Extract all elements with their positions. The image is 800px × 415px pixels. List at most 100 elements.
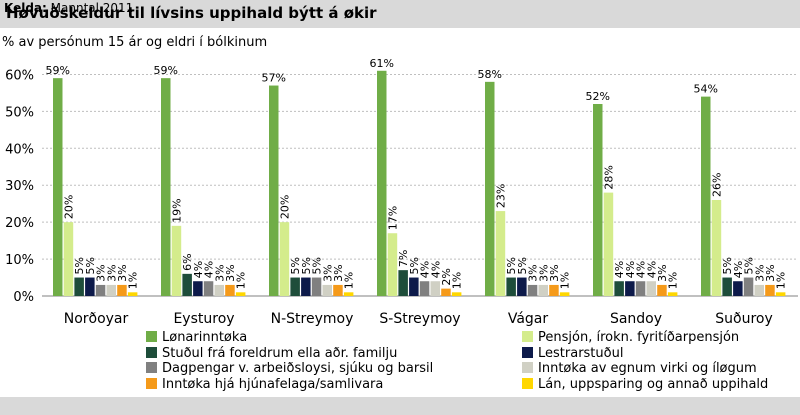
bar — [203, 281, 214, 296]
bar-chart: 0%10%20%30%40%50%60% 59%20%5%5%3%3%3%1%No… — [5, 57, 798, 327]
bar — [409, 277, 419, 296]
data-label: 20% — [62, 195, 75, 219]
data-label: 59% — [154, 64, 178, 77]
data-label: 5% — [505, 257, 518, 274]
data-label: 4% — [429, 261, 442, 278]
bar — [106, 284, 116, 296]
bar — [485, 81, 495, 296]
source-bar — [0, 397, 800, 415]
bar — [646, 281, 656, 296]
bar — [538, 284, 548, 296]
bar — [635, 281, 646, 296]
legend-swatch — [146, 362, 157, 373]
data-label: 1% — [451, 272, 464, 289]
data-label: 2% — [440, 268, 453, 285]
data-label: 3% — [753, 264, 766, 281]
bar — [161, 78, 171, 297]
bar — [127, 292, 138, 296]
y-tick-label: 40% — [5, 142, 34, 157]
bar — [593, 104, 603, 296]
bar — [506, 277, 516, 296]
y-tick-label: 60% — [5, 68, 34, 83]
bar — [701, 96, 711, 296]
data-label: 5% — [73, 257, 86, 274]
bar — [343, 292, 354, 296]
bar — [63, 222, 74, 296]
legend-entry: Lestrarstuðul — [522, 346, 623, 361]
bar — [451, 292, 462, 296]
data-label: 3% — [116, 264, 129, 281]
legend-label: Inntøka av egnum virki og íløgum — [538, 361, 757, 376]
data-label: 4% — [635, 261, 648, 278]
x-tick-label: S-Streymoy — [379, 311, 460, 327]
data-label: 5% — [408, 257, 421, 274]
data-label: 5% — [289, 257, 302, 274]
bar — [495, 211, 506, 296]
data-label: 5% — [300, 257, 313, 274]
data-label: 5% — [84, 257, 97, 274]
bar — [430, 281, 440, 296]
data-label: 19% — [170, 198, 183, 222]
y-tick-label: 20% — [5, 216, 34, 231]
data-label: 20% — [278, 195, 291, 219]
bar — [235, 292, 246, 296]
bar — [182, 273, 192, 296]
bar — [85, 277, 95, 296]
x-tick-label: N-Streymoy — [271, 311, 354, 327]
data-label: 4% — [192, 261, 205, 278]
bar — [549, 284, 559, 296]
data-label: 59% — [46, 64, 70, 77]
x-tick-label: Eysturoy — [173, 311, 234, 327]
data-label: 1% — [343, 272, 356, 289]
source-text: Manntal 2011 — [50, 1, 134, 15]
source-label: Kelda: — [4, 1, 47, 15]
data-label: 4% — [419, 261, 432, 278]
data-label: 5% — [311, 257, 324, 274]
bar — [290, 277, 300, 296]
data-label: 3% — [537, 264, 550, 281]
bar — [333, 284, 343, 296]
bar — [765, 284, 775, 296]
bar — [53, 78, 63, 297]
legend-label: Lønarinntøka — [162, 330, 248, 345]
bar — [614, 281, 624, 296]
x-tick-label: Sandoy — [610, 311, 662, 327]
bar — [775, 292, 786, 296]
data-label: 58% — [478, 68, 502, 81]
data-label: 4% — [203, 261, 216, 278]
bar — [517, 277, 527, 296]
y-tick-label: 30% — [5, 179, 34, 194]
bar — [311, 277, 322, 296]
data-label: 1% — [667, 272, 680, 289]
legend-entry: Pensjón, írokn. fyritíðarpensjón — [522, 330, 739, 345]
bar — [279, 222, 290, 296]
data-label: 3% — [332, 264, 345, 281]
bar — [193, 281, 203, 296]
legend-label: Stuðul frá foreldrum ella aðr. familju — [162, 345, 398, 361]
data-label: 3% — [213, 264, 226, 281]
data-label: 4% — [732, 261, 745, 278]
x-tick-label: Norðoyar — [64, 311, 129, 327]
bar — [398, 270, 408, 296]
bar — [527, 284, 538, 296]
legend-entry: Lán, uppsparing og annað uppihald — [522, 377, 768, 392]
data-label: 54% — [694, 83, 718, 96]
legend-swatch — [522, 331, 533, 342]
x-tick-label: Vágar — [508, 311, 549, 327]
bar — [441, 288, 451, 296]
bar — [733, 281, 743, 296]
chart-subtitle: % av persónum 15 ár og eldri í bólkinum — [2, 35, 268, 50]
y-tick-label: 10% — [5, 253, 34, 268]
data-label: 1% — [127, 272, 140, 289]
title-bar — [0, 0, 800, 28]
data-label: 3% — [95, 264, 108, 281]
legend-swatch — [522, 362, 533, 373]
bar — [625, 281, 635, 296]
bar — [322, 284, 332, 296]
legend-label: Pensjón, írokn. fyritíðarpensjón — [538, 330, 740, 345]
data-label: 3% — [224, 264, 237, 281]
data-label: 61% — [370, 57, 394, 70]
legend-label: Inntøka hjá hjúnafelaga/samlivara — [162, 376, 384, 392]
legend-entry: Inntøka av egnum virki og íløgum — [522, 361, 757, 376]
data-label: 3% — [764, 264, 777, 281]
